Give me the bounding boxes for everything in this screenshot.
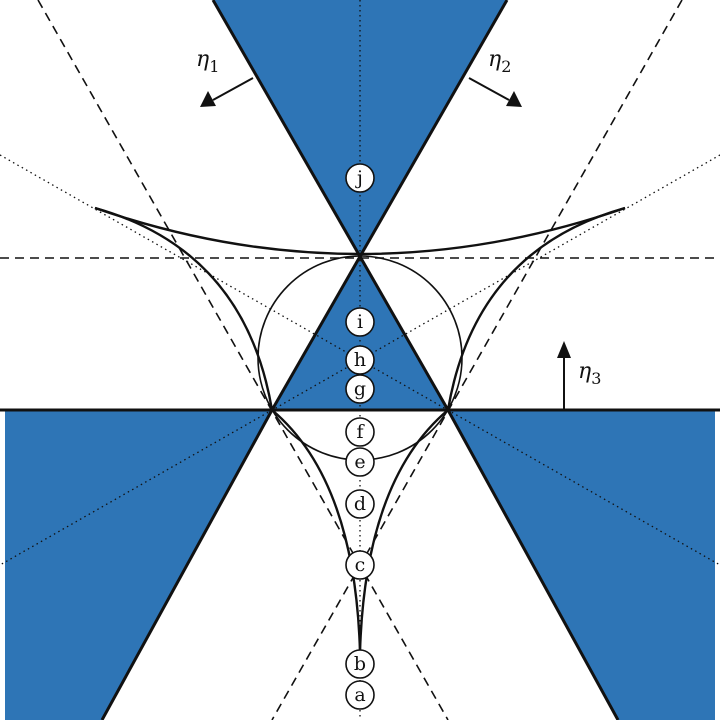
lower-right-cusp-curve [358,409,449,653]
point-marker-e: e [345,447,375,477]
direction-labels: η1 η2 η3 [196,47,601,388]
svg-text:j: j [355,167,363,189]
svg-text:f: f [356,421,365,443]
eta2-arrowhead [506,91,522,107]
eta2-label: η2 [488,47,511,76]
svg-text:i: i [357,311,363,333]
upper-cone-region [213,0,507,258]
point-marker-d: d [345,489,375,519]
eta1-label: η1 [196,47,219,76]
point-marker-b: b [345,649,375,679]
left-outer-dashed-line [37,0,449,720]
point-marker-h: h [345,345,375,375]
point-marker-j: j [345,163,375,193]
svg-text:g: g [354,378,366,400]
eta1-arrow-shaft [212,77,254,101]
point-marker-a: a [345,680,375,710]
dotted-line-down-right [0,154,720,566]
point-marker-f: f [345,417,375,447]
point-marker-c: c [345,550,375,580]
svg-text:a: a [354,684,365,706]
point-markers: j i h g f e d c b a [345,163,375,710]
lower-left-cusp-curve [271,409,362,653]
cusp-curves [94,206,626,653]
lower-left-region [5,410,272,720]
eta2-arrow-shaft [468,77,510,101]
right-outer-dashed-line [271,0,683,720]
point-marker-g: g [345,374,375,404]
lower-right-boundary-line [446,409,620,720]
direction-arrows [200,77,571,410]
dotted-line-down-left [0,154,720,566]
eta1-arrowhead [200,91,216,107]
lower-left-boundary-line [100,409,274,720]
right-cusp-curve [446,206,626,411]
svg-text:d: d [354,493,366,515]
svg-text:e: e [354,451,365,473]
eta3-arrowhead [557,341,571,358]
left-boundary-line [211,0,450,411]
eta3-label: η3 [578,359,601,388]
svg-text:h: h [354,349,366,371]
lower-right-region [448,410,715,720]
right-boundary-line [270,0,509,411]
point-marker-i: i [345,307,375,337]
svg-text:c: c [355,554,366,576]
left-cusp-curve [94,206,274,411]
svg-text:b: b [354,653,366,675]
